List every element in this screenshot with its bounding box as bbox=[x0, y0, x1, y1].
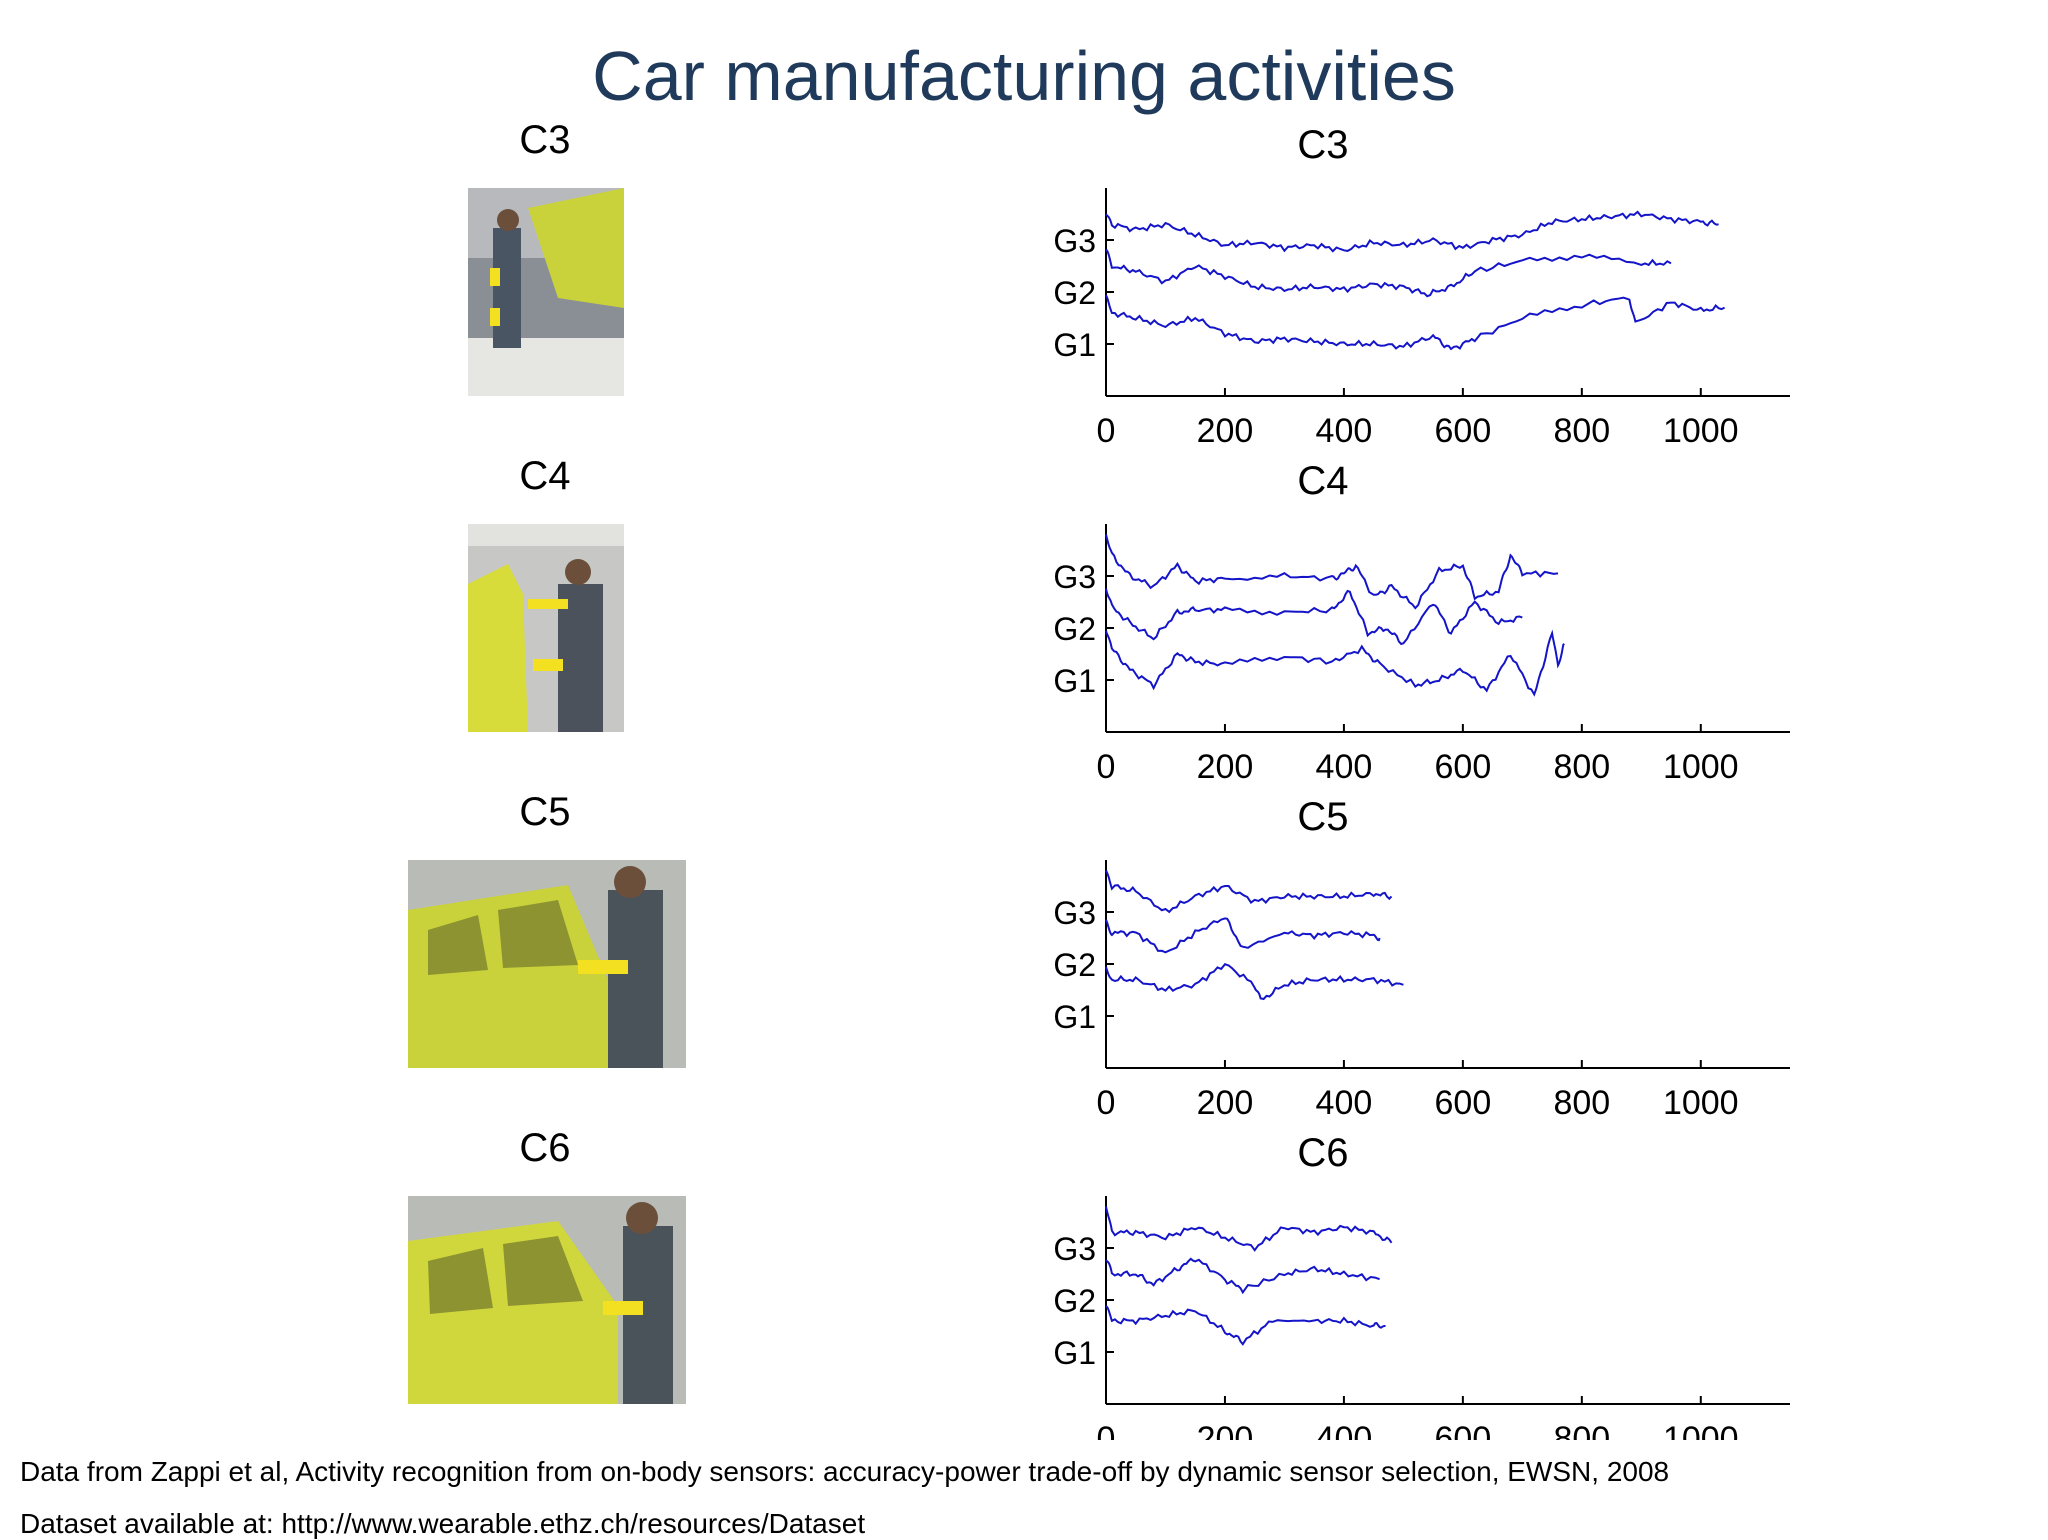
series-line-0-g3 bbox=[1105, 210, 1719, 253]
x-tick-label-0-5: 1000 bbox=[1663, 412, 1739, 450]
x-tick-label-1-1: 200 bbox=[1197, 748, 1254, 786]
x-tick-label-3-3: 600 bbox=[1435, 1420, 1492, 1440]
series-line-0-g2 bbox=[1105, 248, 1672, 298]
x-tick-label-0-2: 400 bbox=[1316, 412, 1373, 450]
y-tick-label-2-0: G3 bbox=[1053, 895, 1096, 931]
chart-title-2: C5 bbox=[1297, 795, 1348, 839]
photo-c3 bbox=[468, 188, 624, 396]
series-line-0-g1 bbox=[1105, 294, 1726, 351]
series-line-2-g2 bbox=[1105, 917, 1381, 954]
x-tick-label-0-1: 200 bbox=[1197, 412, 1254, 450]
x-tick-label-3-1: 200 bbox=[1197, 1420, 1254, 1440]
series-line-1-g2 bbox=[1105, 588, 1523, 646]
x-tick-label-1-4: 800 bbox=[1553, 748, 1610, 786]
x-tick-label-0-3: 600 bbox=[1435, 412, 1492, 450]
x-tick-label-3-0: 0 bbox=[1097, 1420, 1116, 1440]
x-tick-label-0-4: 800 bbox=[1553, 412, 1610, 450]
photo-label-c3: C3 bbox=[519, 118, 571, 162]
y-tick-label-3-2: G1 bbox=[1053, 1335, 1096, 1371]
y-tick-label-1-1: G2 bbox=[1053, 611, 1096, 647]
series-line-1-g1 bbox=[1105, 629, 1565, 697]
series-line-1-g3 bbox=[1105, 534, 1559, 610]
series-line-2-g1 bbox=[1105, 963, 1404, 1001]
x-tick-label-2-0: 0 bbox=[1097, 1084, 1116, 1122]
photo-c4 bbox=[468, 524, 624, 732]
x-tick-label-3-2: 400 bbox=[1316, 1420, 1373, 1440]
y-tick-label-2-2: G1 bbox=[1053, 999, 1096, 1035]
chart-title-3: C6 bbox=[1297, 1131, 1348, 1175]
series-line-2-g3 bbox=[1105, 869, 1393, 914]
x-tick-label-0-0: 0 bbox=[1097, 412, 1116, 450]
series-line-3-g1 bbox=[1105, 1305, 1386, 1346]
x-tick-label-1-5: 1000 bbox=[1663, 748, 1739, 786]
photo-label-c4: C4 bbox=[519, 454, 571, 498]
y-tick-label-0-0: G3 bbox=[1053, 223, 1096, 259]
x-tick-label-3-5: 1000 bbox=[1663, 1420, 1739, 1440]
x-tick-label-3-4: 800 bbox=[1553, 1420, 1610, 1440]
x-tick-label-1-2: 400 bbox=[1316, 748, 1373, 786]
series-line-3-g3 bbox=[1105, 1206, 1393, 1252]
y-tick-label-1-0: G3 bbox=[1053, 559, 1096, 595]
x-tick-label-1-0: 0 bbox=[1097, 748, 1116, 786]
photo-label-c6: C6 bbox=[519, 1126, 571, 1170]
x-tick-label-2-2: 400 bbox=[1316, 1084, 1373, 1122]
chart-title-0: C3 bbox=[1297, 123, 1348, 167]
y-tick-label-3-0: G3 bbox=[1053, 1231, 1096, 1267]
y-tick-label-0-2: G1 bbox=[1053, 327, 1096, 363]
series-line-3-g2 bbox=[1105, 1257, 1380, 1295]
x-tick-label-2-4: 800 bbox=[1553, 1084, 1610, 1122]
footer-dataset: Dataset available at: http://www.wearabl… bbox=[20, 1508, 866, 1539]
y-tick-label-3-1: G2 bbox=[1053, 1283, 1096, 1319]
photo-c5 bbox=[408, 860, 686, 1068]
x-tick-label-2-1: 200 bbox=[1197, 1084, 1254, 1122]
photo-label-c5: C5 bbox=[519, 790, 571, 834]
y-tick-label-2-1: G2 bbox=[1053, 947, 1096, 983]
y-tick-label-0-1: G2 bbox=[1053, 275, 1096, 311]
slide-title: Car manufacturing activities bbox=[592, 37, 1456, 115]
photo-c6 bbox=[408, 1196, 686, 1404]
x-tick-label-2-5: 1000 bbox=[1663, 1084, 1739, 1122]
signal-charts: C3 0 200 400 600 800 1000 G3 G2 G1 C4 0 200 400 600 800… bbox=[1053, 123, 1790, 1440]
chart-title-1: C4 bbox=[1297, 459, 1348, 503]
x-tick-label-1-3: 600 bbox=[1435, 748, 1492, 786]
footer-citation: Data from Zappi et al, Activity recognit… bbox=[20, 1456, 1670, 1487]
x-tick-label-2-3: 600 bbox=[1435, 1084, 1492, 1122]
y-tick-label-1-2: G1 bbox=[1053, 663, 1096, 699]
